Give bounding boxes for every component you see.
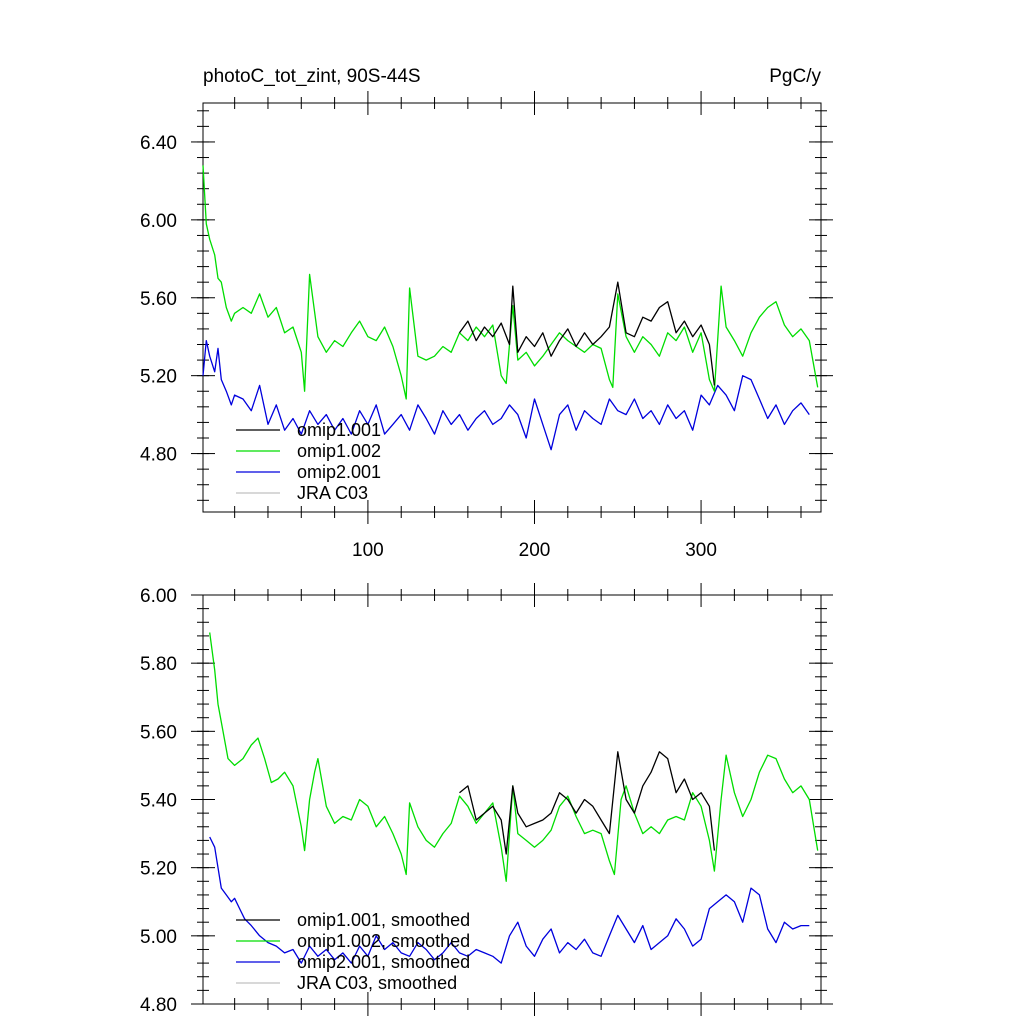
y-tick-label: 4.80 — [140, 995, 177, 1016]
y-tick-label: 5.60 — [140, 289, 177, 310]
legend-label: omip1.002, smoothed — [297, 931, 470, 951]
y-tick-label: 5.80 — [140, 654, 177, 675]
legend-label: omip1.001 — [297, 420, 381, 440]
y-tick-label: 5.40 — [140, 791, 177, 812]
series-line-omip2-001-smoothed — [209, 836, 810, 964]
y-tick-label: 5.00 — [140, 927, 177, 948]
legend-label: JRA C03, smoothed — [297, 973, 457, 993]
axis-ticks — [191, 91, 833, 524]
y-tick-label: 6.40 — [140, 133, 177, 154]
series-lines — [202, 165, 819, 451]
y-tick-label: 5.60 — [140, 722, 177, 743]
y-tick-label: 5.20 — [140, 859, 177, 880]
tick-labels: 4.80 5.00 5.20 5.40 5.60 5.80 6.00 — [140, 586, 177, 1016]
top-panel: photoC_tot_zint, 90S-44S PgC/y 4.80 5.20 5… — [140, 66, 833, 561]
x-tick-label: 300 — [685, 540, 717, 561]
bottom-panel: 4.80 5.00 5.20 5.40 5.60 5.80 6.00 omip1.001, … — [140, 583, 833, 1016]
x-tick-label: 100 — [352, 540, 384, 561]
series-line-omip1-002 — [202, 165, 819, 400]
series-lines — [209, 632, 819, 964]
axis-ticks — [191, 583, 833, 1016]
y-tick-label: 6.00 — [140, 211, 177, 232]
legend-label: omip1.001, smoothed — [297, 910, 470, 930]
series-line-omip2-001 — [202, 339, 810, 451]
y-tick-label: 6.00 — [140, 586, 177, 607]
legend-label: omip2.001, smoothed — [297, 952, 470, 972]
plot-frame — [202, 102, 822, 513]
series-line-omip1-001 — [458, 281, 716, 386]
y-tick-label: 4.80 — [140, 445, 177, 466]
tick-labels: 4.80 5.20 5.60 6.00 6.40 100 200 300 — [140, 133, 717, 561]
y-tick-label: 5.20 — [140, 367, 177, 388]
x-tick-label: 200 — [519, 540, 551, 561]
legend-label: JRA C03 — [297, 483, 368, 503]
legend-label: omip2.001 — [297, 462, 381, 482]
series-line-omip1-002-smoothed — [209, 632, 819, 882]
chart-title: photoC_tot_zint, 90S-44S — [203, 66, 421, 87]
legend-label: omip1.002 — [297, 441, 381, 461]
units-label: PgC/y — [769, 66, 821, 87]
series-line-omip1-001-smoothed — [459, 751, 716, 855]
